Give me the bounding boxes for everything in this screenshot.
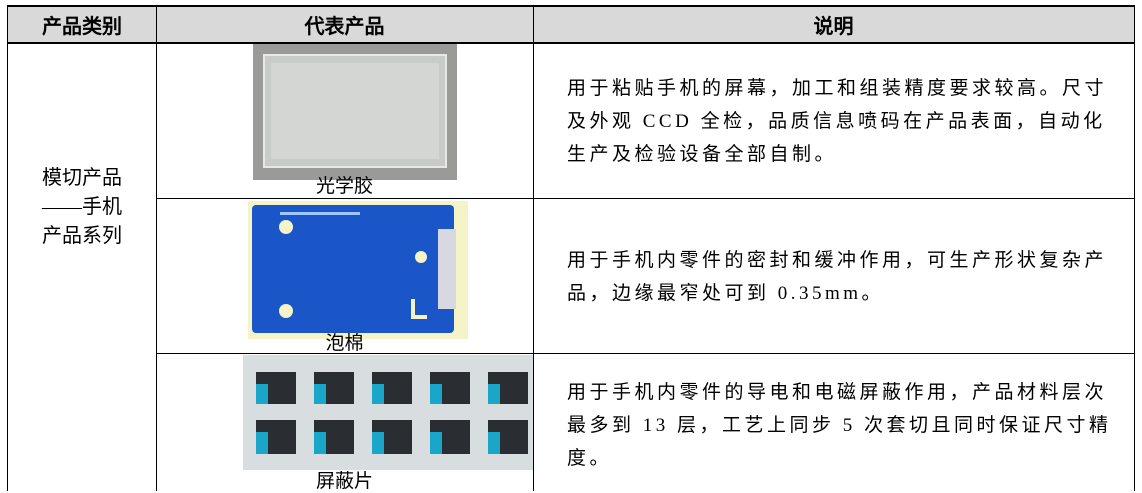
category-cell: 模切产品 ——手机 产品系列	[8, 43, 156, 491]
header-cell: 说明	[533, 6, 1134, 43]
description-cell: 用于手机内零件的导电和电磁屏蔽作用，产品材料层次最多到 13 层，工艺上同步 5…	[533, 354, 1134, 491]
header-cell: 代表产品	[156, 6, 533, 43]
description-cell: 用于手机内零件的密封和缓冲作用，可生产形状复杂产品，边缘最窄处可到 0.35mm…	[533, 199, 1134, 354]
border	[7, 5, 8, 491]
description: 用于手机内零件的导电和电磁屏蔽作用，产品材料层次最多到 13 层，工艺上同步 5…	[567, 382, 1112, 469]
category-line: ——手机	[42, 195, 122, 218]
border	[1134, 5, 1135, 491]
category-line: 产品系列	[42, 224, 122, 247]
product-name: 泡棉	[325, 333, 364, 354]
product-name: 光学胶	[315, 176, 373, 197]
border	[156, 5, 157, 491]
product-image	[253, 43, 457, 180]
category-line: 模切产品	[42, 166, 122, 189]
product-cell: 泡棉	[156, 199, 533, 354]
border	[533, 5, 534, 491]
border	[156, 353, 1134, 354]
border	[8, 5, 1134, 7]
border	[156, 198, 1134, 199]
product-name: 屏蔽片	[315, 471, 373, 492]
description: 用于手机内零件的密封和缓冲作用，可生产形状复杂产品，边缘最窄处可到 0.35mm…	[567, 249, 1108, 304]
product-image	[248, 201, 468, 339]
description-cell: 用于粘贴手机的屏幕，加工和组装精度要求较高。尺寸及外观 CCD 全检，品质信息喷…	[533, 43, 1134, 199]
product-cell: 屏蔽片	[156, 354, 533, 492]
product-cell: 光学胶	[156, 43, 533, 199]
header-cell: 产品类别	[8, 6, 156, 43]
border	[8, 42, 1134, 44]
product-image	[243, 355, 533, 470]
description: 用于粘贴手机的屏幕，加工和组装精度要求较高。尺寸及外观 CCD 全检，品质信息喷…	[567, 77, 1108, 165]
